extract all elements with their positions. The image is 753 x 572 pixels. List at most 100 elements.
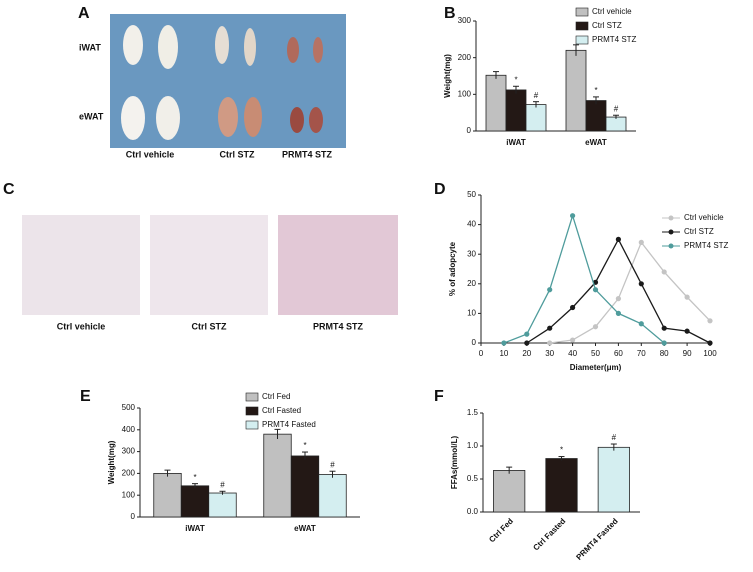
y-tick-label: 10 bbox=[467, 309, 476, 318]
bar bbox=[505, 89, 527, 132]
significance-mark: # bbox=[614, 104, 619, 113]
bar bbox=[605, 116, 627, 132]
data-point bbox=[684, 328, 690, 334]
y-tick-label: 0.0 bbox=[467, 507, 479, 516]
x-tick-label: 0 bbox=[479, 349, 484, 358]
significance-mark: # bbox=[534, 91, 539, 100]
legend-label: Ctrl Fed bbox=[262, 392, 290, 401]
y-tick-label: 1.5 bbox=[467, 408, 479, 417]
y-tick-label: 500 bbox=[122, 403, 136, 412]
series-line bbox=[549, 241, 711, 344]
significance-mark: # bbox=[220, 480, 225, 489]
legend-label: Ctrl vehicle bbox=[684, 213, 724, 222]
y-tick-label: 30 bbox=[467, 249, 476, 258]
legend-label: Ctrl vehicle bbox=[592, 7, 632, 16]
data-point bbox=[570, 337, 576, 343]
y-tick-label: 50 bbox=[467, 190, 476, 199]
data-point bbox=[547, 325, 553, 331]
data-point bbox=[615, 310, 622, 316]
data-point bbox=[570, 304, 576, 311]
panel-letter: E bbox=[80, 388, 91, 405]
row-label: iWAT bbox=[79, 42, 101, 52]
bar bbox=[585, 100, 607, 132]
caption: Ctrl vehicle bbox=[126, 149, 175, 159]
tissue bbox=[121, 25, 323, 140]
data-point bbox=[661, 325, 667, 331]
data-point bbox=[547, 340, 553, 346]
panel-letter: D bbox=[434, 181, 446, 198]
x-tick-label: 70 bbox=[637, 349, 646, 358]
legend-swatch bbox=[245, 392, 259, 402]
data-point bbox=[547, 287, 553, 293]
data-point bbox=[707, 318, 713, 324]
caption: Ctrl STZ bbox=[192, 321, 228, 331]
panel-letter: B bbox=[444, 5, 456, 22]
data-point bbox=[707, 340, 713, 346]
legend-swatch bbox=[575, 7, 589, 17]
significance-mark: * bbox=[560, 446, 563, 455]
photo bbox=[150, 215, 268, 315]
x-tick-label: 20 bbox=[522, 349, 531, 358]
data-point bbox=[638, 239, 644, 245]
bar bbox=[485, 74, 507, 132]
bar bbox=[597, 446, 630, 513]
y-tick-label: 100 bbox=[122, 490, 136, 499]
panel-letter: F bbox=[434, 388, 444, 405]
x-tick-label: 90 bbox=[683, 349, 692, 358]
data-point bbox=[592, 287, 599, 293]
bar bbox=[208, 492, 237, 518]
legend-marker bbox=[668, 229, 674, 235]
x-tick-label: Ctrl Fed bbox=[487, 516, 515, 544]
data-point bbox=[592, 324, 599, 330]
x-tick-label: 30 bbox=[545, 349, 554, 358]
legend-swatch bbox=[245, 406, 259, 416]
x-tick-label: eWAT bbox=[585, 138, 607, 147]
data-point bbox=[570, 213, 576, 219]
y-tick-label: 300 bbox=[458, 16, 472, 25]
x-tick-label: 100 bbox=[703, 349, 717, 358]
panel-letter: A bbox=[78, 5, 90, 22]
y-tick-label: 20 bbox=[467, 279, 476, 288]
y-axis-label: % of adopcyte bbox=[448, 241, 457, 296]
legend-marker bbox=[668, 243, 674, 249]
x-tick-label: PRMT4 Fasted bbox=[574, 516, 619, 561]
x-tick-label: 40 bbox=[568, 349, 577, 358]
significance-mark: # bbox=[330, 460, 335, 469]
y-tick-label: 200 bbox=[122, 469, 136, 478]
y-tick-label: 0 bbox=[131, 512, 136, 521]
legend-label: Ctrl Fasted bbox=[262, 406, 301, 415]
bar bbox=[565, 49, 587, 132]
data-point bbox=[501, 340, 507, 346]
y-tick-label: 300 bbox=[122, 447, 136, 456]
y-tick-label: 40 bbox=[467, 220, 476, 229]
data-point bbox=[661, 340, 667, 346]
data-point bbox=[638, 281, 644, 287]
y-tick-label: 200 bbox=[458, 53, 472, 62]
legend-swatch bbox=[245, 420, 259, 430]
caption: Ctrl STZ bbox=[220, 149, 256, 159]
x-tick-label: 60 bbox=[614, 349, 623, 358]
significance-mark: * bbox=[514, 75, 517, 84]
x-tick-label: 50 bbox=[591, 349, 600, 358]
x-tick-label: iWAT bbox=[185, 524, 205, 533]
legend-label: Ctrl STZ bbox=[592, 21, 622, 30]
legend-swatch bbox=[575, 21, 589, 31]
significance-mark: * bbox=[193, 473, 196, 482]
y-tick-label: 0 bbox=[467, 126, 472, 135]
data-point bbox=[638, 321, 644, 327]
y-axis-label: FFAs(mmol/L) bbox=[450, 436, 459, 490]
series-line bbox=[503, 213, 665, 344]
bar bbox=[290, 455, 320, 518]
significance-mark: # bbox=[612, 433, 617, 442]
x-axis-label: Diameter(μm) bbox=[570, 363, 622, 372]
x-tick-label: iWAT bbox=[506, 138, 526, 147]
data-point bbox=[615, 296, 622, 302]
panel-letter: C bbox=[3, 181, 15, 198]
y-tick-label: 0.5 bbox=[467, 474, 479, 483]
data-point bbox=[524, 331, 530, 337]
x-tick-label: 10 bbox=[499, 349, 508, 358]
bar bbox=[180, 485, 210, 518]
y-tick-label: 400 bbox=[122, 425, 136, 434]
bar bbox=[545, 458, 578, 513]
